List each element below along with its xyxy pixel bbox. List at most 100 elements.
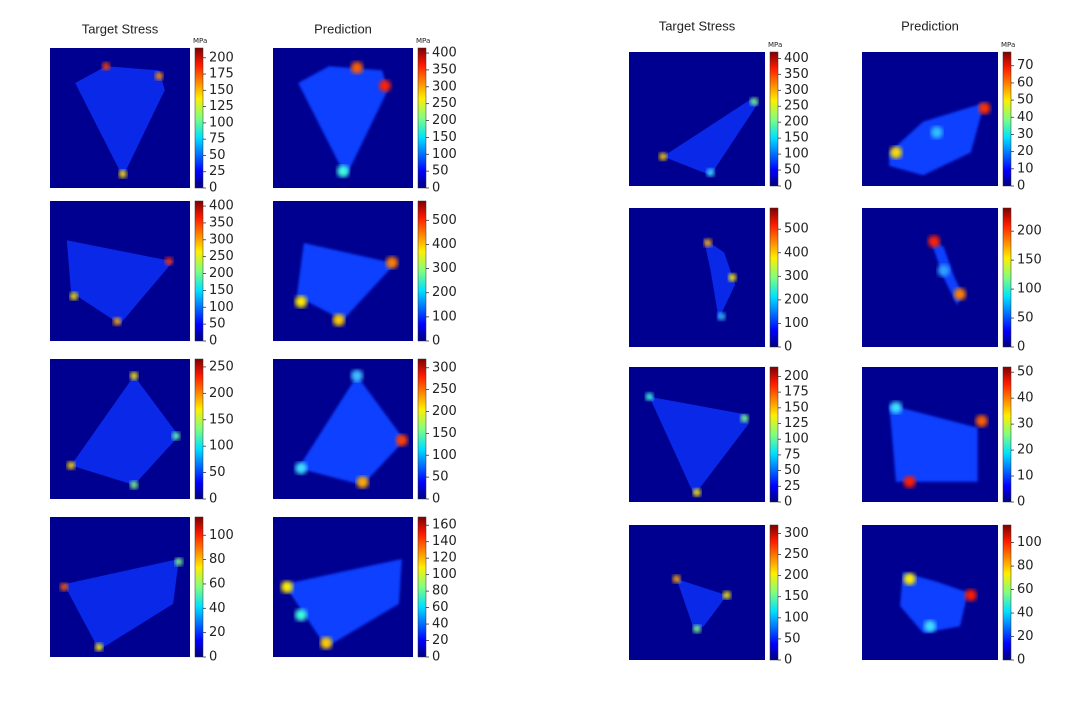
hot-spot bbox=[172, 432, 180, 440]
colorbar bbox=[417, 358, 427, 500]
colorbar-tick-label: 200 bbox=[1017, 224, 1042, 239]
colorbar bbox=[417, 200, 427, 342]
colorbar-tick-label: 400 bbox=[209, 199, 234, 214]
colorbar-tick-label: 50 bbox=[209, 148, 226, 163]
hot-spot bbox=[924, 620, 936, 633]
stress-map bbox=[862, 525, 998, 660]
colorbar-tick-label: 300 bbox=[209, 232, 234, 247]
colorbar-tick-label: 150 bbox=[432, 426, 457, 441]
map-body bbox=[71, 375, 179, 485]
colorbar-tick-label: 0 bbox=[432, 650, 440, 665]
colorbar bbox=[194, 358, 204, 500]
hot-spot bbox=[717, 312, 726, 321]
colorbar-tick-label: 250 bbox=[209, 359, 234, 374]
map-body bbox=[889, 404, 978, 482]
hot-spot bbox=[659, 152, 667, 161]
colorbar-tick-label: 0 bbox=[1017, 653, 1025, 668]
colorbar-tick-label: 40 bbox=[1017, 606, 1034, 621]
hot-spot bbox=[155, 72, 164, 80]
column-title: Target Stress bbox=[82, 21, 159, 36]
hot-spot bbox=[130, 481, 138, 489]
hot-spot bbox=[645, 392, 654, 401]
colorbar-tick-label: 300 bbox=[784, 83, 809, 98]
colorbar-tick-label: 60 bbox=[432, 600, 449, 615]
colorbar bbox=[769, 366, 779, 503]
column-title: Prediction bbox=[314, 21, 372, 36]
map-body bbox=[284, 559, 402, 648]
colorbar-tick-label: 50 bbox=[784, 463, 801, 478]
hot-spot bbox=[337, 165, 349, 178]
colorbar-tick-label: 0 bbox=[1017, 495, 1025, 510]
hot-spot bbox=[295, 609, 307, 621]
stress-map bbox=[50, 48, 190, 188]
hot-spot bbox=[102, 62, 110, 71]
hot-spot bbox=[113, 317, 122, 326]
colorbar-tick-label: 0 bbox=[784, 653, 792, 668]
colorbar-tick-label: 100 bbox=[209, 115, 234, 130]
map-background bbox=[862, 208, 998, 347]
colorbar-tick-label: 100 bbox=[209, 439, 234, 454]
colorbar-tick-label: 100 bbox=[209, 300, 234, 315]
colorbar-tick-label: 20 bbox=[1017, 443, 1034, 458]
colorbar-tick-label: 150 bbox=[209, 83, 234, 98]
colorbar bbox=[417, 47, 427, 189]
colorbar-tick-label: 100 bbox=[432, 448, 457, 463]
colorbar-tick-label: 150 bbox=[784, 589, 809, 604]
colorbar-tick-label: 250 bbox=[784, 547, 809, 562]
map-body bbox=[663, 98, 759, 176]
map-body bbox=[676, 579, 727, 631]
colorbar bbox=[1002, 366, 1012, 503]
colorbar-tick-label: 300 bbox=[432, 79, 457, 94]
colorbar-tick-label: 125 bbox=[209, 99, 234, 114]
colorbar-tick-label: 100 bbox=[209, 528, 234, 543]
colorbar-unit: MPa bbox=[416, 37, 430, 45]
colorbar-tick-label: 80 bbox=[1017, 559, 1034, 574]
hot-spot bbox=[978, 102, 991, 115]
colorbar-tick-label: 0 bbox=[432, 181, 440, 196]
colorbar-tick-label: 200 bbox=[784, 115, 809, 130]
colorbar-tick-label: 25 bbox=[784, 479, 801, 494]
colorbar-tick-label: 100 bbox=[1017, 535, 1042, 550]
hot-spot bbox=[937, 264, 950, 277]
colorbar-tick-label: 25 bbox=[209, 164, 226, 179]
colorbar-tick-label: 75 bbox=[209, 132, 226, 147]
map-body bbox=[75, 66, 165, 177]
colorbar-tick-label: 40 bbox=[1017, 391, 1034, 406]
colorbar-tick-label: 250 bbox=[432, 96, 457, 111]
colorbar-tick-label: 20 bbox=[432, 633, 449, 648]
colorbar-tick-label: 0 bbox=[1017, 179, 1025, 194]
colorbar-tick-label: 150 bbox=[784, 131, 809, 146]
colorbar bbox=[1002, 51, 1012, 187]
colorbar-tick-label: 20 bbox=[1017, 629, 1034, 644]
hot-spot bbox=[975, 415, 988, 427]
colorbar-tick-label: 40 bbox=[209, 601, 226, 616]
hot-spot bbox=[903, 475, 916, 488]
stress-map bbox=[273, 201, 413, 341]
hot-spot bbox=[174, 557, 183, 566]
map-background bbox=[629, 208, 765, 347]
hot-spot bbox=[332, 314, 345, 326]
colorbar-tick-label: 200 bbox=[432, 404, 457, 419]
colorbar-tick-label: 200 bbox=[209, 386, 234, 401]
hot-spot bbox=[60, 583, 68, 591]
colorbar-tick-label: 150 bbox=[784, 400, 809, 415]
hot-spot bbox=[67, 461, 75, 470]
colorbar-tick-label: 50 bbox=[1017, 93, 1034, 108]
colorbar bbox=[194, 47, 204, 189]
colorbar-tick-label: 100 bbox=[432, 309, 457, 324]
colorbar-tick-label: 0 bbox=[432, 334, 440, 349]
colorbar-tick-label: 140 bbox=[432, 534, 457, 549]
colorbar-tick-label: 300 bbox=[432, 261, 457, 276]
colorbar-tick-label: 50 bbox=[432, 164, 449, 179]
colorbar-tick-label: 0 bbox=[209, 334, 217, 349]
map-body bbox=[649, 396, 749, 496]
colorbar-tick-label: 500 bbox=[784, 222, 809, 237]
colorbar-tick-label: 100 bbox=[784, 432, 809, 447]
colorbar-tick-label: 150 bbox=[209, 412, 234, 427]
colorbar-tick-label: 0 bbox=[209, 492, 217, 507]
colorbar-tick-label: 300 bbox=[432, 360, 457, 375]
hot-spot bbox=[693, 488, 701, 497]
colorbar bbox=[1002, 524, 1012, 661]
colorbar-tick-label: 70 bbox=[1017, 58, 1034, 73]
stress-map bbox=[629, 52, 765, 186]
